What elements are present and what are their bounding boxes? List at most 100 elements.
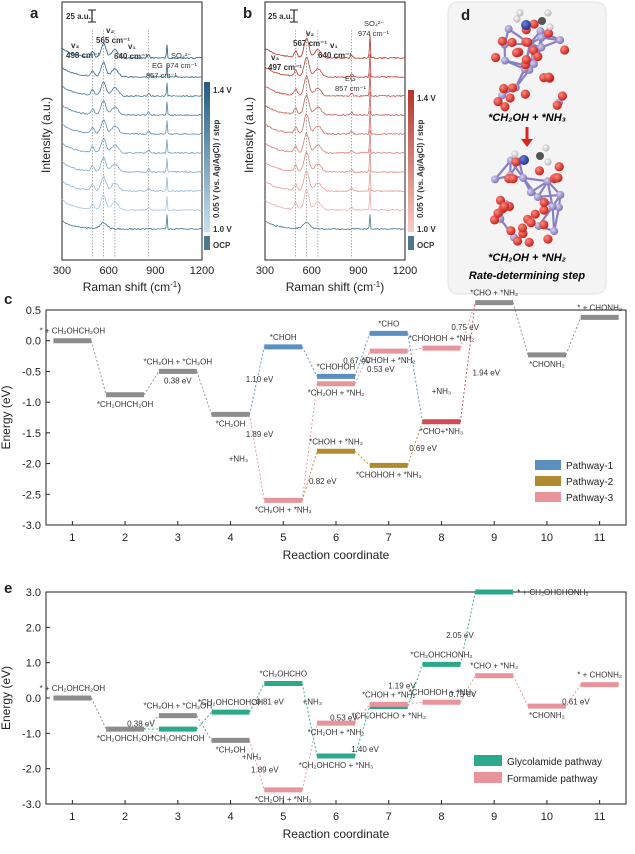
legend-swatch xyxy=(474,772,502,783)
transition-link xyxy=(301,346,318,377)
b-eg-value: 857 cm⁻¹ xyxy=(335,84,367,93)
colorbar-b-title: 0.05 V (vs. Ag/AgCl) / step xyxy=(416,119,425,218)
oxygen-atom xyxy=(511,48,522,58)
raman-b-ylabel: Intensity (a.u.) xyxy=(242,97,256,173)
x-tick-label: 1 xyxy=(69,811,75,823)
x-tick-label: 3 xyxy=(175,532,181,544)
energy-barrier-label: 0.75 eV xyxy=(449,690,477,699)
oxygen-atom xyxy=(507,83,518,93)
colorbar-a-top: 1.4 V xyxy=(213,86,232,95)
raman-spectrum-line xyxy=(62,214,202,231)
energy-level-label: * + CH₂OHCH₂OH xyxy=(40,684,106,693)
legend-label: Pathway-3 xyxy=(566,493,614,504)
b-eg-label: EG xyxy=(345,74,356,83)
raman-spectrum-line xyxy=(61,100,203,117)
catalyst-cluster-top xyxy=(491,9,570,112)
metal-atom xyxy=(533,193,542,202)
energy-level-label: *CH₂OH + *NH₃ xyxy=(255,795,312,804)
energy-barrier-label: 1.19 eV xyxy=(388,681,416,690)
raman-b-xtick-600: 600 xyxy=(303,265,321,277)
x-tick-label: 10 xyxy=(541,811,553,823)
transition-link xyxy=(249,740,265,790)
metal-atom xyxy=(526,188,535,197)
bond xyxy=(523,176,548,183)
b-v2-label: v₂ xyxy=(306,29,314,38)
legend-label: Pathway-1 xyxy=(566,461,614,472)
a-so4-value: 974 cm⁻¹ xyxy=(166,61,198,70)
transition-link xyxy=(459,591,476,665)
energy-barrier-label: +NH₃ xyxy=(229,455,248,464)
raman-b-xlabel: Raman shift (cm-1) xyxy=(286,280,384,295)
x-axis-label: Reaction coordinate xyxy=(283,548,390,562)
raman-spectrum-line xyxy=(61,138,203,155)
raman-a-xtick-600: 600 xyxy=(100,265,118,277)
colorbar-a-title: 0.05 V (vs. Ag/AgCl) / step xyxy=(212,119,221,218)
a-v3-value: 498 cm⁻¹ xyxy=(66,51,100,60)
transition-link xyxy=(407,347,423,352)
colorbar-a: 1.4 V 1.0 V OCP 0.05 V (vs. Ag/AgCl) / s… xyxy=(204,82,232,250)
y-axis-label: Energy (eV) xyxy=(0,666,13,730)
a-so4-label: SO₄²⁻ xyxy=(171,51,191,60)
transition-link xyxy=(565,317,582,356)
reaction-arrowhead-icon xyxy=(521,139,533,147)
legend-label: Formamide pathway xyxy=(507,774,598,785)
transition-link xyxy=(301,683,318,757)
hydrogen-atom xyxy=(546,23,554,31)
y-tick-label: -1.0 xyxy=(22,397,41,409)
legend-swatch xyxy=(535,492,561,502)
energy-level-label: *CHOHOH + *NH₂ xyxy=(409,334,475,343)
metal-atom xyxy=(519,173,528,182)
oxygen-atom xyxy=(554,162,564,172)
energy-barrier-label: +NH₃ xyxy=(432,387,451,396)
metal-atom xyxy=(543,177,552,186)
nitrogen-atom xyxy=(519,155,529,165)
colorbar-b-bar xyxy=(408,90,414,232)
oxygen-atom xyxy=(553,173,563,183)
hydrogen-atom xyxy=(542,144,550,152)
y-tick-label: -0.5 xyxy=(22,366,41,378)
energy-barrier-label: 1.89 eV xyxy=(251,765,279,774)
transition-link xyxy=(90,340,107,395)
raman-a-xtick-1200: 1200 xyxy=(190,265,214,277)
x-tick-label: 9 xyxy=(491,811,497,823)
colorbar-a-bottom: 1.0 V xyxy=(213,225,232,234)
energy-level-label: * + CHONH₂ xyxy=(577,671,622,680)
transition-link xyxy=(196,371,212,415)
x-tick-label: 2 xyxy=(122,811,128,823)
x-tick-label: 1 xyxy=(69,532,75,544)
energy-level-label: *CH₂OH + *NH₂ xyxy=(308,728,365,737)
energy-level-label: * + CH₂OHCH₂OH xyxy=(40,327,106,336)
transition-link xyxy=(512,675,529,707)
oxygen-atom xyxy=(534,166,545,176)
b-so4-value: 974 cm⁻¹ xyxy=(358,29,390,38)
spectra-b xyxy=(264,30,406,258)
panel-letter-b: b xyxy=(243,5,252,22)
raman-spectrum-line xyxy=(61,175,203,193)
energy-level-label: *CH₂OHCHOHOH xyxy=(198,698,264,707)
energy-level-label: *CH₂OH + *NH₂ xyxy=(308,389,365,398)
bond xyxy=(522,177,539,198)
raman-spectrum-line xyxy=(264,110,406,136)
metal-atom xyxy=(536,27,545,36)
raman-b-frame xyxy=(264,1,406,261)
metal-atom xyxy=(498,91,507,100)
colorbar-b-bottom: 1.0 V xyxy=(417,225,436,234)
oxygen-atom xyxy=(508,174,518,184)
transition-link xyxy=(354,450,371,466)
y-axis-label: Energy (eV) xyxy=(0,385,13,449)
energy-barrier-label: +NH₃ xyxy=(303,698,322,707)
metal-atom xyxy=(500,56,509,65)
a-v3-label: v₃ xyxy=(71,41,79,50)
energy-profile-c: -3.0 -2.5 -2.0 -1.5 -1.0 -0.5 0.0 0.5 1 2 3 4 5 6 7 8 9 1… xyxy=(0,289,627,562)
metal-atom xyxy=(537,33,546,42)
metal-atom xyxy=(548,202,557,211)
transition-link xyxy=(407,701,423,705)
colorbar-a-ocp-label: OCP xyxy=(213,241,231,250)
transition-link xyxy=(565,684,582,707)
x-tick-label: 5 xyxy=(280,532,286,544)
energy-level-label: *CHONH₂ xyxy=(529,711,565,720)
raman-spectrum-line xyxy=(61,119,203,136)
y-tick-label: -1.0 xyxy=(22,728,41,740)
x-tick-label: 8 xyxy=(438,811,444,823)
energy-level-label: *CHOH + *NH₃ xyxy=(309,437,363,446)
